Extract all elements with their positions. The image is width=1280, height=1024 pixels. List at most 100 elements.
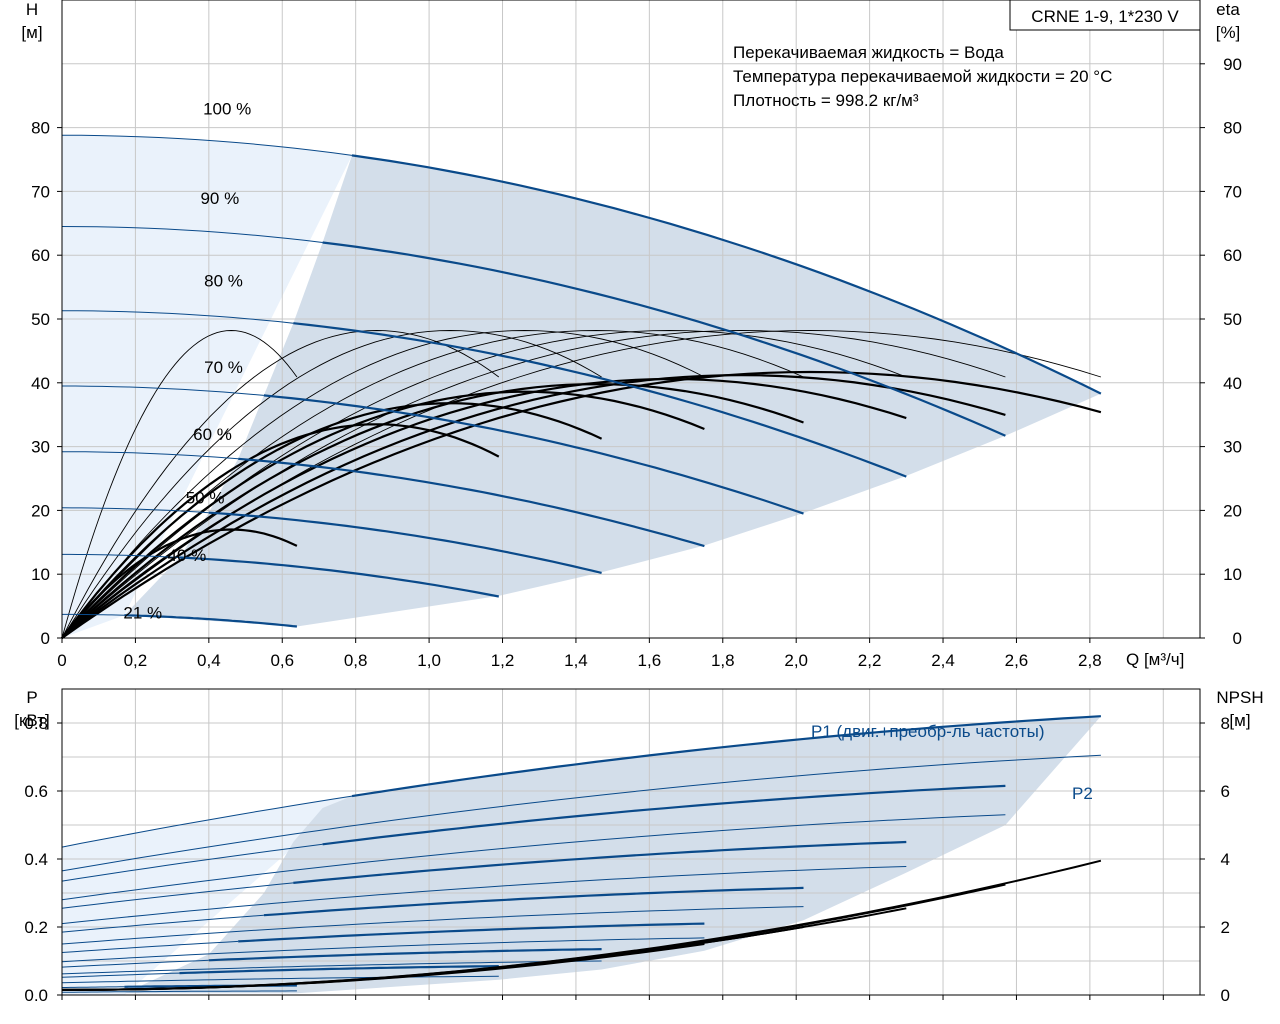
p1-curve <box>263 886 804 917</box>
p1-curve-low-flow <box>61 843 323 882</box>
p1-curve-low-flow <box>61 940 239 953</box>
y2-axis-unit: [м] <box>1229 711 1250 730</box>
p1-curve <box>179 965 499 975</box>
head-curve <box>351 154 1102 395</box>
title-box <box>1009 0 1201 31</box>
head-curve <box>293 322 907 478</box>
npsh-curve <box>62 943 705 991</box>
efficiency-curve <box>61 528 298 639</box>
y2-tick-label: 2 <box>1221 918 1230 937</box>
y-tick-label: 10 <box>31 565 50 584</box>
efficiency-curve <box>61 382 804 639</box>
head-curve-low-flow <box>61 507 209 514</box>
x-tick-label: 0,8 <box>344 651 368 670</box>
head-curve <box>263 394 804 515</box>
p2-curve <box>61 990 297 993</box>
fluid-annotation: Температура перекачиваемой жидкости = 20… <box>733 67 1112 86</box>
p2-curve <box>61 754 1101 872</box>
p2-curve <box>61 866 907 925</box>
head-curve-low-flow <box>62 385 264 396</box>
y2-tick-label: 4 <box>1221 850 1230 869</box>
plot-frame <box>61 688 1201 996</box>
y-tick-label: 0.2 <box>24 918 48 937</box>
y2-tick-label: 60 <box>1223 246 1242 265</box>
p2-curve <box>61 814 1006 901</box>
efficiency-curve-thin <box>61 330 1102 639</box>
x-tick-label: 2,2 <box>858 651 882 670</box>
efficiency-curve-thin <box>61 330 602 639</box>
curve-label: 60 % <box>193 425 232 444</box>
y2-tick-label: 0 <box>1221 986 1230 1005</box>
curve-label: 80 % <box>204 272 243 291</box>
y-tick-label: 0.4 <box>24 850 48 869</box>
y-axis-unit: [м] <box>21 23 42 42</box>
y2-axis-label: NPSH <box>1216 688 1263 707</box>
p1-curve-low-flow <box>62 986 125 988</box>
curve-label: 90 % <box>200 189 239 208</box>
x-tick-label: 1,2 <box>491 651 515 670</box>
efficiency-curve <box>61 423 500 639</box>
head-curve-low-flow <box>62 451 239 460</box>
y-tick-label: 0.0 <box>24 986 48 1005</box>
power-low-flow-region <box>62 796 352 995</box>
y-tick-label: 40 <box>31 374 50 393</box>
p2-series-label: P2 <box>1072 784 1093 803</box>
head-curve-low-flow <box>61 310 294 324</box>
p2-curve <box>61 960 602 975</box>
y-axis-label: H <box>26 0 38 19</box>
efficiency-curve-thin <box>61 330 705 639</box>
head-curve <box>179 556 500 598</box>
x-tick-label: 1,0 <box>417 651 441 670</box>
y2-tick-label: 8 <box>1221 714 1230 733</box>
head-curve <box>322 241 1006 437</box>
y-tick-label: 60 <box>31 246 50 265</box>
head-curve <box>208 511 602 574</box>
y-tick-label: 20 <box>31 501 50 520</box>
x-axis-label: Q [м³/ч] <box>1126 650 1184 669</box>
x-tick-label: 2,4 <box>931 651 955 670</box>
p1-curve <box>238 922 705 943</box>
p1-curve <box>322 784 1006 846</box>
curve-label: 21 % <box>123 603 162 622</box>
x-tick-label: 2,6 <box>1005 651 1029 670</box>
chart-title: CRNE 1-9, 1*230 V <box>1031 7 1179 26</box>
x-tick-label: 0,6 <box>270 651 294 670</box>
efficiency-curve <box>61 402 603 639</box>
p1-curve-low-flow <box>61 882 294 909</box>
efficiency-curve-thin <box>61 330 298 639</box>
x-tick-label: 1,4 <box>564 651 588 670</box>
p2-curve <box>61 937 705 963</box>
x-tick-label: 2,0 <box>784 651 808 670</box>
y-tick-label: 0 <box>41 629 50 648</box>
p1-curve-low-flow <box>61 972 180 978</box>
x-tick-label: 0,4 <box>197 651 221 670</box>
x-tick-label: 0,2 <box>124 651 148 670</box>
y-tick-label: 50 <box>31 310 50 329</box>
y2-axis-unit: [%] <box>1216 23 1241 42</box>
y2-tick-label: 90 <box>1223 55 1242 74</box>
head-curve <box>124 614 298 628</box>
y2-tick-label: 40 <box>1223 374 1242 393</box>
y-axis-label: P <box>26 688 37 707</box>
x-tick-label: 2,8 <box>1078 651 1102 670</box>
head-curve-low-flow <box>61 226 323 243</box>
x-tick-label: 1,8 <box>711 651 735 670</box>
curve-label: 50 % <box>186 489 225 508</box>
head-curve <box>238 457 705 548</box>
y2-tick-label: 70 <box>1223 182 1242 201</box>
y2-tick-label: 6 <box>1221 782 1230 801</box>
curve-label: 70 % <box>204 358 243 377</box>
y2-tick-label: 50 <box>1223 310 1242 329</box>
p1-curve-low-flow <box>61 914 264 933</box>
p1-series-label: P1 (двиг.+преобр-ль частоты) <box>811 722 1044 741</box>
y2-axis-label: eta <box>1216 0 1240 19</box>
efficiency-curve-thin <box>61 330 1006 639</box>
curve-label: 100 % <box>203 99 251 118</box>
p2-curve <box>61 906 804 945</box>
head-curve-low-flow <box>62 134 353 156</box>
y2-tick-label: 30 <box>1223 438 1242 457</box>
head-curve-low-flow <box>62 553 180 558</box>
y2-tick-label: 80 <box>1223 119 1242 138</box>
y2-tick-label: 0 <box>1233 629 1242 648</box>
